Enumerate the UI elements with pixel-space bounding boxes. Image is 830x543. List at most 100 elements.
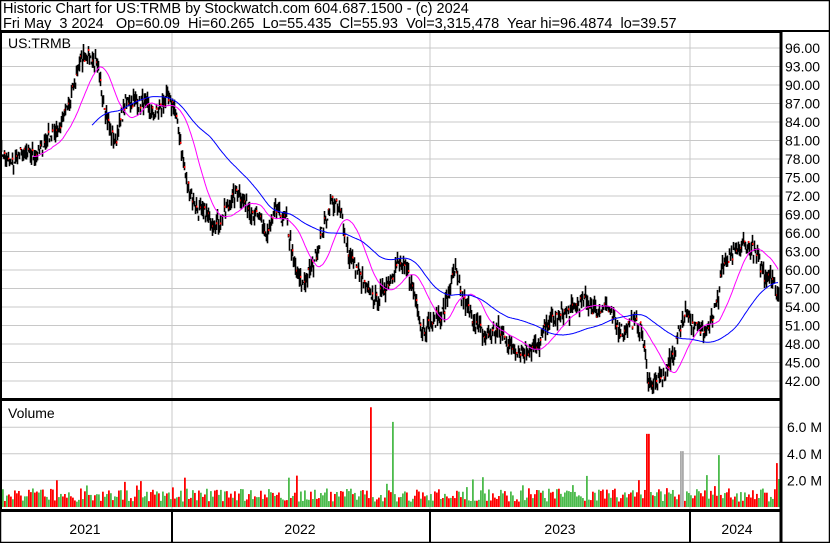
- volume-bar: [668, 492, 670, 507]
- close-tick: [516, 351, 518, 354]
- volume-bar: [530, 494, 532, 507]
- close-tick: [632, 326, 634, 329]
- volume-bar: [150, 492, 152, 507]
- close-tick: [668, 365, 670, 368]
- volume-bar: [594, 492, 596, 507]
- close-tick: [700, 331, 702, 334]
- close-tick: [520, 353, 522, 356]
- close-tick: [640, 321, 642, 324]
- volume-bar: [154, 494, 156, 507]
- volume-bar: [548, 488, 550, 507]
- volume-bar: [2, 489, 4, 507]
- volume-bar: [248, 494, 250, 507]
- close-tick: [152, 106, 154, 109]
- volume-bar: [424, 496, 426, 507]
- volume-bar: [62, 496, 64, 507]
- volume-bar: [264, 494, 266, 507]
- volume-bar: [528, 488, 530, 507]
- volume-bar: [16, 493, 18, 507]
- volume-bar: [206, 488, 208, 507]
- volume-bar: [332, 501, 334, 507]
- volume-bar: [82, 499, 84, 507]
- volume-bar: [384, 497, 386, 507]
- volume-bar: [712, 494, 714, 507]
- volume-bar: [652, 495, 654, 507]
- close-tick: [184, 166, 186, 169]
- volume-bar: [722, 498, 724, 507]
- volume-bar: [314, 489, 316, 507]
- volume-bar: [588, 499, 590, 507]
- volume-bar: [374, 501, 376, 507]
- volume-bar: [664, 494, 666, 507]
- price-tick-label: 78.00: [785, 151, 820, 167]
- volume-bar: [432, 500, 434, 507]
- volume-bar: [532, 498, 534, 507]
- close-tick: [672, 352, 674, 355]
- volume-bar: [656, 492, 658, 507]
- volume-bar: [270, 492, 272, 507]
- volume-bar: [716, 495, 718, 507]
- volume-bar: [490, 500, 492, 507]
- volume-bar: [446, 496, 448, 507]
- volume-bar: [562, 496, 564, 507]
- volume-tick-label: 2.0 M: [787, 472, 822, 488]
- volume-bar: [218, 494, 220, 507]
- volume-bar: [412, 498, 414, 507]
- volume-bar: [224, 491, 226, 507]
- volume-bar: [360, 490, 362, 507]
- volume-bar: [336, 491, 338, 507]
- price-tick-label: 66.00: [785, 225, 820, 241]
- volume-bar: [338, 496, 340, 507]
- close-tick: [32, 149, 34, 152]
- volume-bar: [388, 490, 390, 507]
- volume-bar: [334, 493, 336, 507]
- volume-bar: [608, 493, 610, 507]
- close-tick: [620, 334, 622, 337]
- volume-bar: [362, 490, 364, 507]
- volume-bar: [748, 494, 750, 507]
- volume-bar: [18, 490, 20, 507]
- volume-bar: [96, 494, 98, 507]
- volume-bar: [146, 491, 148, 507]
- close-tick: [436, 310, 438, 313]
- volume-bar: [164, 495, 166, 507]
- price-tick-label: 72.00: [785, 188, 820, 204]
- volume-bar: [650, 492, 652, 507]
- volume-bar: [300, 491, 302, 507]
- close-tick: [108, 118, 110, 121]
- volume-bar: [276, 494, 278, 507]
- volume-bar: [590, 500, 592, 507]
- close-tick: [224, 205, 226, 208]
- close-tick: [112, 130, 114, 133]
- volume-bar: [238, 493, 240, 507]
- volume-bar: [346, 489, 348, 507]
- close-tick: [216, 222, 218, 225]
- volume-bar: [156, 491, 158, 507]
- volume-bar: [740, 492, 742, 507]
- volume-bar: [642, 498, 644, 507]
- price-tick-label: 90.00: [785, 77, 820, 93]
- close-tick: [760, 270, 762, 273]
- volume-bar: [230, 493, 232, 507]
- volume-bar: [68, 492, 70, 507]
- volume-bar: [84, 491, 86, 507]
- close-tick: [504, 335, 506, 338]
- close-tick: [396, 264, 398, 267]
- close-tick: [116, 141, 118, 144]
- volume-bar: [220, 489, 222, 507]
- volume-bar: [52, 489, 54, 507]
- close-tick: [336, 199, 338, 202]
- volume-bar: [742, 500, 744, 507]
- volume-bar: [586, 475, 588, 507]
- volume-bar: [308, 499, 310, 507]
- close-tick: [732, 258, 734, 261]
- volume-bar: [556, 489, 558, 507]
- volume-bar: [472, 479, 474, 507]
- volume-bar: [40, 489, 42, 507]
- volume-bar: [176, 497, 178, 507]
- volume-bar: [458, 491, 460, 507]
- volume-bar: [200, 492, 202, 507]
- volume-bar: [680, 451, 682, 507]
- volume-bar: [738, 501, 740, 507]
- price-tick-label: 75.00: [785, 170, 820, 186]
